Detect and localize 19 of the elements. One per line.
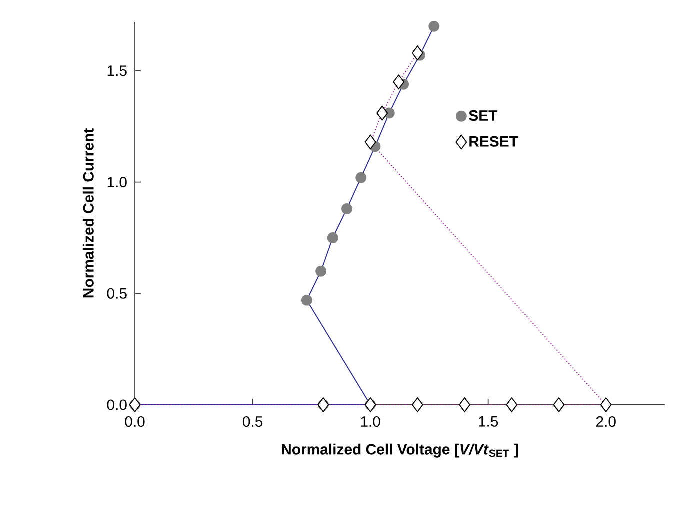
point	[316, 266, 327, 277]
point	[356, 172, 367, 184]
x-axis-title: Normalized Cell Voltage [V/Vt$_{SET}$ ]	[282, 444, 518, 458]
x-tick-label: 0.0	[125, 416, 145, 428]
point	[301, 294, 312, 306]
x-tick-label: 2.0	[596, 416, 616, 428]
x-tick-label: 0.5	[242, 416, 263, 428]
y-axis-title: Normalized Cell Current	[82, 128, 94, 298]
x-tick-label: 1.5	[479, 416, 498, 427]
legend-label: RESET	[470, 136, 518, 147]
x-tick-label: 1.0	[361, 416, 380, 428]
y-tick-label: 0.0	[107, 400, 127, 410]
y-tick-label: 1.5	[108, 66, 127, 76]
legend-label: SET	[469, 110, 498, 122]
y-tick-label: 0.5	[107, 288, 127, 299]
point	[327, 232, 338, 244]
point	[428, 20, 440, 32]
point	[342, 204, 352, 215]
y-tick-label: 1.0	[108, 177, 127, 188]
